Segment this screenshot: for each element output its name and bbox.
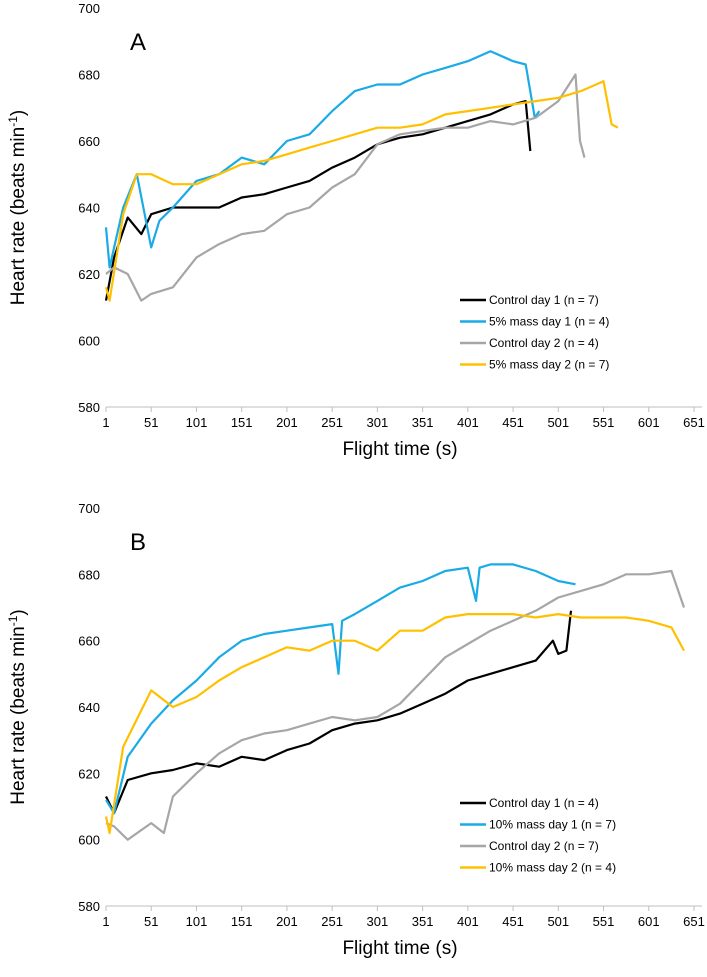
y-axis-title: Heart rate (beats min-1) bbox=[6, 110, 29, 305]
x-tick-label: 501 bbox=[547, 415, 569, 430]
y-tick-label: 680 bbox=[78, 68, 100, 83]
legend-label: 5% mass day 2 (n = 7) bbox=[489, 358, 609, 372]
panel-b: 1 51 101 151 201 251 301 351 401 451 501 551 601 6515… bbox=[6, 501, 705, 959]
series-line-2 bbox=[105, 73, 586, 302]
x-tick-label: 601 bbox=[638, 415, 660, 430]
y-axis-title: Heart rate (beats min-1) bbox=[6, 609, 29, 804]
legend-label: Control day 1 (n = 4) bbox=[489, 796, 599, 810]
x-tick-label: 51 bbox=[144, 415, 158, 430]
legend-label: 10% mass day 2 (n = 4) bbox=[489, 861, 616, 875]
legend-label: 5% mass day 1 (n = 4) bbox=[489, 315, 609, 329]
x-tick-label: 151 bbox=[231, 415, 253, 430]
x-tick-label: 401 bbox=[457, 415, 479, 430]
x-tick-label: 351 bbox=[412, 415, 434, 430]
y-tick-label: 600 bbox=[78, 833, 100, 848]
x-tick-label: 251 bbox=[321, 415, 343, 430]
y-tick-label: 640 bbox=[78, 700, 100, 715]
x-tick-label: 251 bbox=[321, 914, 343, 929]
series-line-1 bbox=[105, 563, 576, 815]
x-tick-label: 101 bbox=[186, 914, 208, 929]
y-tick-label: 580 bbox=[78, 400, 100, 415]
y-tick-label: 640 bbox=[78, 201, 100, 216]
x-tick-label: 101 bbox=[186, 415, 208, 430]
x-tick-label: 301 bbox=[367, 415, 389, 430]
x-tick-label: 651 bbox=[683, 415, 705, 430]
y-tick-label: 600 bbox=[78, 334, 100, 349]
panel-label: B bbox=[130, 529, 146, 556]
y-tick-label: 660 bbox=[78, 634, 100, 649]
x-tick-label: 651 bbox=[683, 914, 705, 929]
series-line-1 bbox=[104, 50, 541, 269]
x-tick-label: 1 bbox=[102, 415, 109, 430]
x-tick-label: 451 bbox=[502, 415, 524, 430]
y-tick-label: 660 bbox=[78, 134, 100, 149]
x-tick-label: 1 bbox=[102, 914, 109, 929]
x-tick-label: 201 bbox=[276, 914, 298, 929]
y-tick-label: 680 bbox=[78, 567, 100, 582]
series-line-2 bbox=[105, 569, 686, 841]
x-tick-label: 551 bbox=[593, 914, 615, 929]
series-line-3 bbox=[104, 613, 685, 835]
x-tick-label: 201 bbox=[276, 415, 298, 430]
x-axis-title: Flight time (s) bbox=[342, 938, 457, 959]
x-tick-label: 451 bbox=[502, 914, 524, 929]
x-tick-label: 301 bbox=[367, 914, 389, 929]
legend-label: Control day 1 (n = 7) bbox=[489, 293, 599, 307]
legend-label: Control day 2 (n = 4) bbox=[489, 336, 599, 350]
series-line-0 bbox=[105, 610, 573, 815]
x-tick-label: 501 bbox=[547, 914, 569, 929]
series-line-3 bbox=[104, 80, 619, 302]
y-tick-label: 620 bbox=[78, 267, 100, 282]
x-tick-label: 351 bbox=[412, 914, 434, 929]
x-tick-label: 551 bbox=[593, 415, 615, 430]
panel-label: A bbox=[130, 29, 146, 56]
legend-label: Control day 2 (n = 7) bbox=[489, 839, 599, 853]
y-tick-label: 620 bbox=[78, 766, 100, 781]
legend-label: 10% mass day 1 (n = 7) bbox=[489, 818, 616, 832]
x-tick-label: 51 bbox=[144, 914, 158, 929]
panel-a: 1 51 101 151 201 251 301 351 401 451 501 551 601 6515… bbox=[6, 1, 705, 460]
series-line-0 bbox=[104, 100, 532, 301]
x-tick-label: 601 bbox=[638, 914, 660, 929]
y-tick-label: 580 bbox=[78, 899, 100, 914]
y-tick-label: 700 bbox=[78, 501, 100, 516]
x-axis-title: Flight time (s) bbox=[342, 439, 457, 460]
x-tick-label: 401 bbox=[457, 914, 479, 929]
x-tick-label: 151 bbox=[231, 914, 253, 929]
y-tick-label: 700 bbox=[78, 1, 100, 16]
